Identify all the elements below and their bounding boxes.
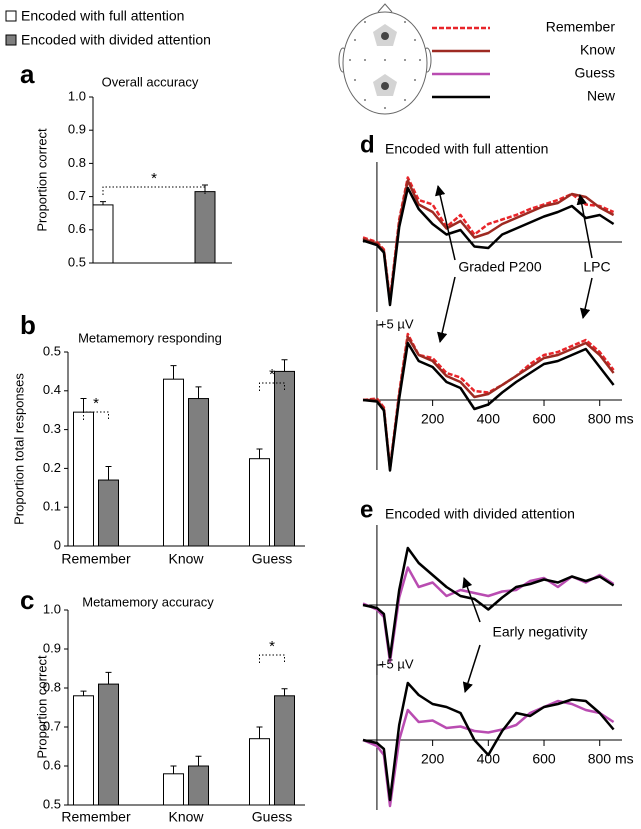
annotation: Early negativity [493, 624, 588, 640]
error-bar [106, 672, 112, 684]
annotation-arrow [465, 645, 480, 692]
error-bar [81, 399, 87, 413]
annotation: Graded P200 [458, 259, 541, 275]
error-bar [171, 766, 177, 774]
y-tick-label: 0.7 [43, 718, 61, 733]
legend-label: Encoded with divided attention [21, 32, 211, 48]
bar [74, 412, 94, 546]
legend-swatch [6, 35, 16, 45]
y-axis-label: Proportion correct [34, 655, 49, 759]
y-tick-label: 0.1 [43, 499, 61, 514]
panel-letter: d [360, 131, 375, 158]
y-tick-label: 0.8 [68, 155, 86, 170]
error-bar [106, 466, 112, 480]
panel-letter: c [20, 585, 34, 615]
erp-line [363, 548, 614, 658]
significance-star: * [269, 366, 275, 383]
y-tick-label: 0.8 [43, 679, 61, 694]
x-tick-label: 200 [421, 751, 445, 767]
x-tick-label: Guess [252, 809, 292, 825]
bar [275, 696, 295, 805]
error-bar [196, 756, 202, 766]
y-tick-label: 0.9 [43, 640, 61, 655]
legend-label: Guess [575, 65, 615, 81]
panel-letter: a [20, 59, 35, 89]
panel-letter: e [360, 496, 373, 523]
chart-title: Encoded with full attention [385, 141, 548, 157]
y-tick-label: +5 µV [379, 656, 414, 671]
y-tick-label: 0.5 [43, 343, 61, 358]
erp-line [363, 181, 614, 303]
legend-label: Know [580, 42, 616, 58]
bar [164, 379, 184, 546]
bar [93, 205, 113, 263]
annotation-arrow [583, 278, 592, 318]
significance-bracket [103, 187, 205, 195]
significance-star: * [151, 170, 157, 187]
x-tick-label: 800 ms [588, 751, 634, 767]
legend-label: Remember [546, 19, 616, 35]
erp-line [363, 188, 614, 305]
y-tick-label: 1.0 [43, 601, 61, 616]
annotation-arrow [440, 277, 455, 342]
y-tick-label: 0 [54, 537, 61, 552]
y-tick-label: 0.4 [43, 382, 61, 397]
y-axis-label: Proportion correct [34, 128, 49, 232]
bar [164, 774, 184, 805]
chart-title: Metamemory accuracy [82, 594, 214, 609]
y-axis-label: Proportion total responses [11, 373, 26, 525]
legend-label: Encoded with full attention [21, 8, 184, 24]
x-tick-label: Know [168, 551, 204, 567]
chart-title: Encoded with divided attention [385, 506, 575, 522]
error-bar [282, 360, 288, 372]
x-tick-label: 200 [421, 411, 445, 427]
significance-star: * [269, 638, 275, 655]
y-tick-label: 0.6 [43, 757, 61, 772]
x-tick-label: 600 [532, 751, 556, 767]
figure: a Overall accuracy Proportion correct 0.5 0.… [0, 0, 641, 829]
significance-bracket [260, 655, 285, 663]
error-bar [196, 387, 202, 399]
head-diagram [339, 4, 431, 114]
chart-title: Metamemory responding [78, 330, 222, 345]
y-tick-label: 0.3 [43, 421, 61, 436]
x-tick-label: 600 [532, 411, 556, 427]
y-tick-label: 0.7 [68, 188, 86, 203]
error-bar [202, 185, 208, 192]
y-tick-label: 0.5 [43, 796, 61, 811]
error-bar [257, 449, 263, 459]
error-bar [257, 727, 263, 739]
x-tick-label: 400 [477, 411, 501, 427]
x-tick-label: Guess [252, 551, 292, 567]
significance-star: * [93, 395, 99, 412]
error-bar [282, 689, 288, 696]
y-tick-label: 0.9 [68, 122, 86, 137]
bar [189, 399, 209, 546]
bar [99, 480, 119, 546]
bar [189, 766, 209, 805]
y-tick-label: 0.5 [68, 254, 86, 269]
bar [74, 696, 94, 805]
y-tick-label: 0.2 [43, 460, 61, 475]
error-bar [81, 691, 87, 696]
y-tick-label: 1.0 [68, 88, 86, 103]
bar [195, 192, 215, 263]
annotation: LPC [583, 259, 610, 275]
erp-line [363, 343, 614, 471]
bar [250, 739, 270, 805]
legend-swatch [6, 11, 16, 21]
y-tick-label: 0.6 [68, 221, 86, 236]
y-tick-label: +5 µV [379, 316, 414, 331]
bar [250, 459, 270, 546]
legend-label: New [587, 88, 616, 104]
x-tick-label: 800 ms [588, 411, 634, 427]
bar [99, 684, 119, 805]
error-bar [171, 366, 177, 380]
x-tick-label: Remember [61, 809, 131, 825]
chart-title: Overall accuracy [102, 74, 199, 89]
bar [275, 371, 295, 546]
x-tick-label: Know [168, 809, 204, 825]
panel-letter: b [20, 310, 36, 340]
x-tick-label: Remember [61, 551, 131, 567]
